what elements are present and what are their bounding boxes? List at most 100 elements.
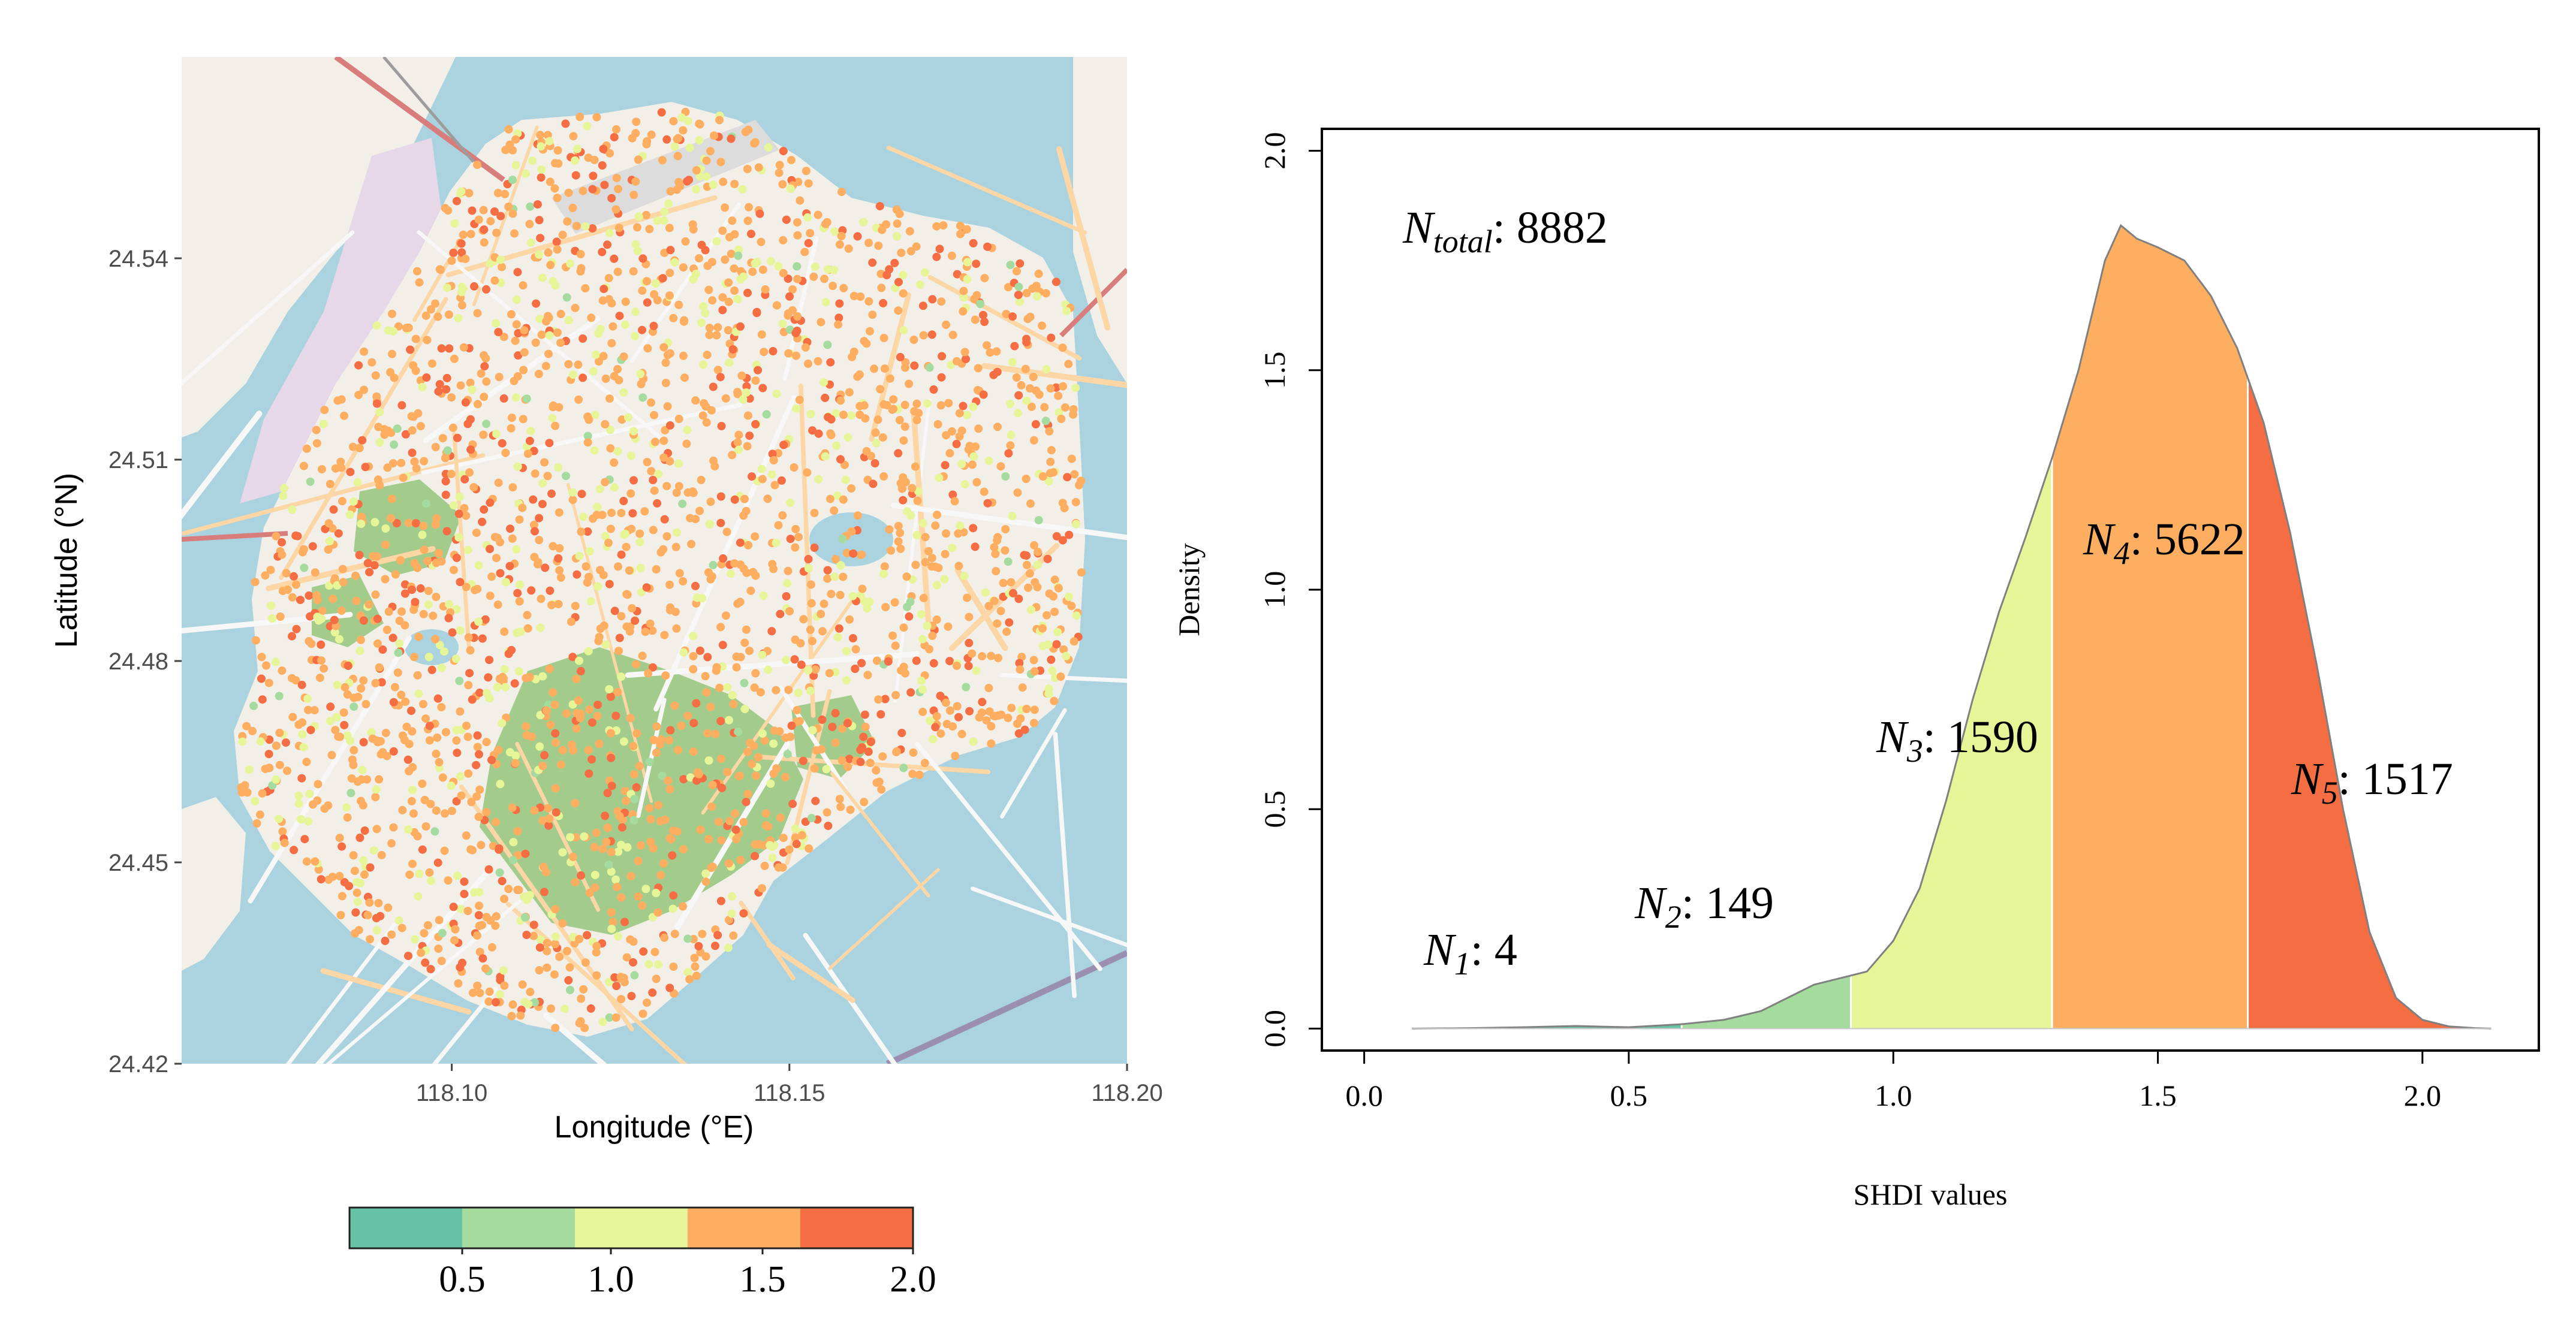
poi-point xyxy=(506,524,514,533)
poi-point xyxy=(501,448,510,457)
poi-point xyxy=(468,206,477,215)
poi-point xyxy=(851,645,860,654)
poi-point xyxy=(607,867,616,876)
poi-point xyxy=(440,647,448,656)
poi-point xyxy=(673,152,682,161)
poi-point xyxy=(828,723,837,731)
poi-point xyxy=(395,639,404,648)
poi-point xyxy=(288,632,296,641)
poi-point xyxy=(953,270,962,279)
poi-point xyxy=(360,347,369,356)
poi-point xyxy=(734,728,743,737)
poi-point xyxy=(353,898,362,907)
poi-point xyxy=(978,698,987,707)
poi-point xyxy=(614,647,623,656)
poi-point xyxy=(613,883,622,891)
poi-point xyxy=(606,444,615,453)
poi-point xyxy=(944,622,953,631)
poi-point xyxy=(599,144,608,153)
poi-point xyxy=(1047,655,1056,664)
poi-point xyxy=(814,475,823,484)
poi-point xyxy=(775,727,784,736)
poi-point xyxy=(299,545,308,554)
poi-point xyxy=(589,171,598,180)
poi-point xyxy=(607,508,616,517)
poi-point xyxy=(363,559,372,568)
poi-point xyxy=(606,692,615,701)
poi-point xyxy=(335,635,344,644)
poi-point xyxy=(558,230,567,239)
poi-point xyxy=(580,1024,589,1033)
density-xtick-label: 0.0 xyxy=(1345,1079,1383,1112)
poi-point xyxy=(987,739,996,748)
poi-point xyxy=(640,507,649,516)
poi-point xyxy=(634,856,643,865)
poi-point xyxy=(831,738,840,747)
poi-point xyxy=(912,530,921,539)
poi-point xyxy=(275,814,283,823)
road xyxy=(515,741,601,912)
poi-point xyxy=(508,534,517,543)
poi-point xyxy=(754,163,763,172)
airport-area xyxy=(552,120,779,234)
poi-point xyxy=(983,341,991,350)
poi-point xyxy=(1029,436,1038,445)
poi-point xyxy=(919,593,928,602)
poi-point xyxy=(604,538,613,547)
poi-point xyxy=(387,514,395,523)
poi-point xyxy=(300,563,309,572)
poi-point xyxy=(718,293,727,302)
poi-point xyxy=(352,878,361,887)
poi-point xyxy=(465,468,474,477)
poi-point xyxy=(897,666,905,675)
poi-point xyxy=(456,772,465,781)
poi-point xyxy=(872,439,881,448)
poi-point xyxy=(526,427,535,436)
poi-point xyxy=(897,248,906,257)
poi-point xyxy=(694,941,703,950)
poi-point xyxy=(590,446,599,455)
poi-point xyxy=(638,393,647,402)
poi-point xyxy=(652,749,661,757)
poi-point xyxy=(334,529,343,538)
poi-point xyxy=(471,585,480,594)
poi-point xyxy=(797,660,806,669)
poi-point xyxy=(804,564,813,573)
poi-point xyxy=(953,357,961,366)
poi-point xyxy=(450,936,459,945)
poi-point xyxy=(592,971,601,980)
poi-point xyxy=(880,364,889,373)
poi-point xyxy=(628,604,637,612)
poi-point xyxy=(857,550,866,559)
poi-point xyxy=(974,364,983,373)
poi-point xyxy=(419,609,428,618)
poi-point xyxy=(894,277,903,286)
poi-point xyxy=(392,519,401,527)
poi-point xyxy=(592,948,601,957)
poi-point xyxy=(962,683,971,692)
poi-point xyxy=(864,239,873,248)
poi-point xyxy=(932,252,941,261)
poi-point xyxy=(400,589,409,598)
poi-point xyxy=(839,411,848,419)
poi-point xyxy=(962,225,971,234)
road xyxy=(505,901,688,1064)
poi-point xyxy=(305,637,314,645)
poi-point xyxy=(421,958,430,967)
poi-point xyxy=(507,414,516,422)
poi-point xyxy=(779,147,788,156)
poi-point xyxy=(980,274,989,283)
poi-point xyxy=(653,296,662,304)
poi-point xyxy=(535,216,544,225)
poi-point xyxy=(814,357,822,366)
poi-point xyxy=(785,292,794,301)
poi-point xyxy=(510,229,519,238)
poi-point xyxy=(644,669,653,678)
poi-point xyxy=(863,671,872,680)
poi-point xyxy=(472,792,481,801)
poi-point xyxy=(723,683,732,692)
poi-point xyxy=(979,310,987,319)
poi-point xyxy=(413,832,422,841)
poi-point xyxy=(900,400,909,409)
poi-point xyxy=(474,911,483,920)
